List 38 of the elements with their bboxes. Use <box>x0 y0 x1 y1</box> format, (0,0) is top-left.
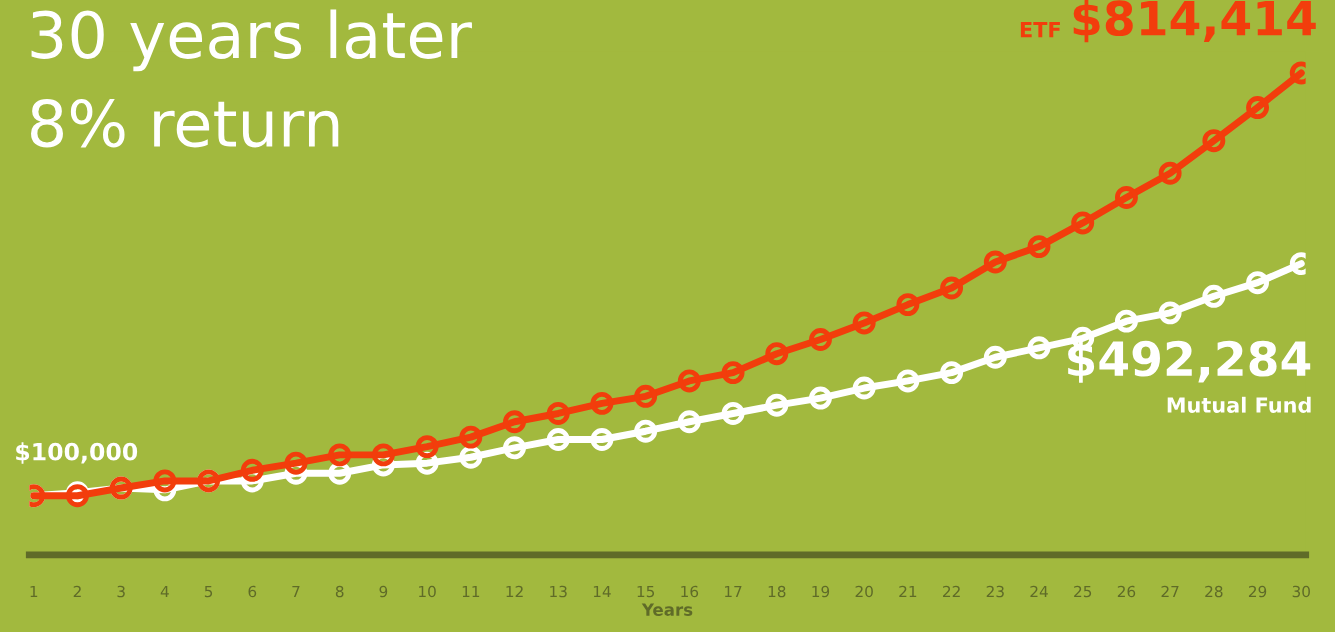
x-tick-label: 13 <box>550 585 567 598</box>
x-tick-label: 2 <box>73 585 81 598</box>
x-tick-label: 24 <box>1030 585 1048 598</box>
x-tick-label: 12 <box>506 585 523 598</box>
x-tick-label: 26 <box>1117 585 1136 598</box>
x-tick-label: 22 <box>943 585 960 598</box>
x-tick-label: 14 <box>593 585 611 598</box>
chart-subtitle: 8% return <box>31 99 339 148</box>
x-tick-label: 11 <box>462 585 480 598</box>
x-tick-label: 6 <box>248 585 257 598</box>
x-tick-label: 9 <box>379 585 388 598</box>
chart-title: 30 years later <box>31 9 472 72</box>
x-tick-label: 5 <box>204 585 213 598</box>
x-tick-label: 28 <box>1205 585 1223 598</box>
x-tick-label: 20 <box>855 585 873 598</box>
text: ETF <box>1020 22 1060 38</box>
x-tick-label: 21 <box>899 585 917 598</box>
x-axis-title: Years <box>641 603 693 616</box>
x-tick-label: 4 <box>160 585 169 598</box>
x-tick-label: 1 <box>30 585 38 598</box>
x-tick-label: 30 <box>1292 585 1310 598</box>
x-tick-label: 29 <box>1248 585 1267 598</box>
data-label: $100,000 <box>16 442 138 464</box>
x-tick-label: 27 <box>1161 585 1179 598</box>
x-tick-label: 23 <box>986 585 1004 598</box>
text: Mutual Fund <box>1167 396 1311 413</box>
x-tick-label: 3 <box>117 585 125 598</box>
data-label: $814,414 <box>1073 0 1316 43</box>
x-tick-label: 25 <box>1074 585 1092 598</box>
x-tick-label: 10 <box>419 585 436 598</box>
x-tick-label: 7 <box>292 585 300 598</box>
x-tick-label: 17 <box>725 585 742 598</box>
x-tick-label: 15 <box>637 585 655 598</box>
data-label: $492,284 <box>1068 339 1311 383</box>
x-tick-label: 18 <box>768 585 786 598</box>
x-tick-label: 16 <box>681 585 699 598</box>
x-tick-label: 8 <box>335 585 344 598</box>
x-tick-label: 19 <box>812 585 830 598</box>
